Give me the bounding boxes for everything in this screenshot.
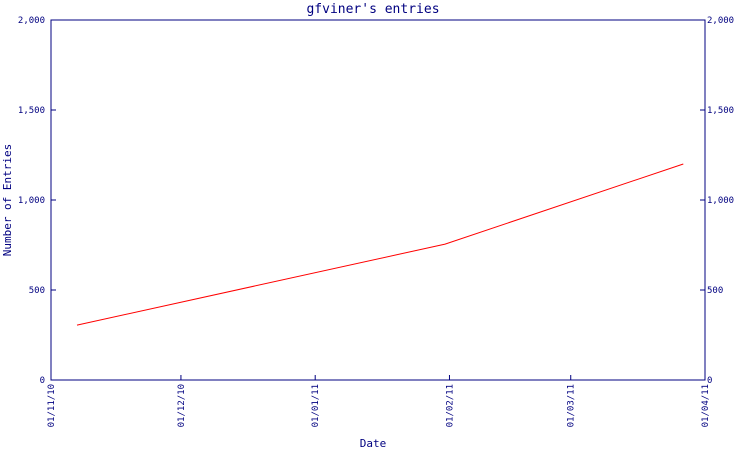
y-tick-label-left: 500	[29, 286, 45, 296]
y-tick-label-left: 0	[40, 376, 45, 386]
y-tick-label-left: 1,500	[18, 106, 45, 116]
y-tick-label-right: 0	[707, 376, 712, 386]
y-tick-label-right: 1,000	[707, 196, 734, 206]
x-tick-label: 01/01/11	[311, 384, 321, 427]
plot-area-frame	[50, 19, 706, 381]
y-tick-label-right: 2,000	[707, 16, 734, 26]
y-tick-label-left: 2,000	[18, 16, 45, 26]
x-tick-label: 01/02/11	[445, 384, 455, 427]
x-axis-ticks: 01/11/10 01/12/10 01/01/11 01/02/11 01/03/11…	[47, 375, 711, 427]
series-line	[76, 163, 684, 326]
y-axis-label: Number of Entries	[1, 144, 14, 257]
y-tick-label-right: 500	[707, 286, 723, 296]
x-tick-label: 01/11/10	[47, 384, 57, 427]
x-axis-label: Date	[360, 437, 387, 450]
chart-title: gfviner's entries	[306, 2, 439, 17]
y-tick-label-left: 1,000	[18, 196, 45, 206]
series-group	[76, 163, 684, 326]
x-tick-label: 01/03/11	[567, 384, 577, 427]
x-tick-label: 01/12/10	[177, 384, 187, 427]
y-tick-label-right: 1,500	[707, 106, 734, 116]
y-axis-ticks: 0 0 500 500 1,000 1,000 1,500 1,500 2,000 2,000	[18, 16, 734, 386]
x-tick-label: 01/04/11	[701, 384, 711, 427]
